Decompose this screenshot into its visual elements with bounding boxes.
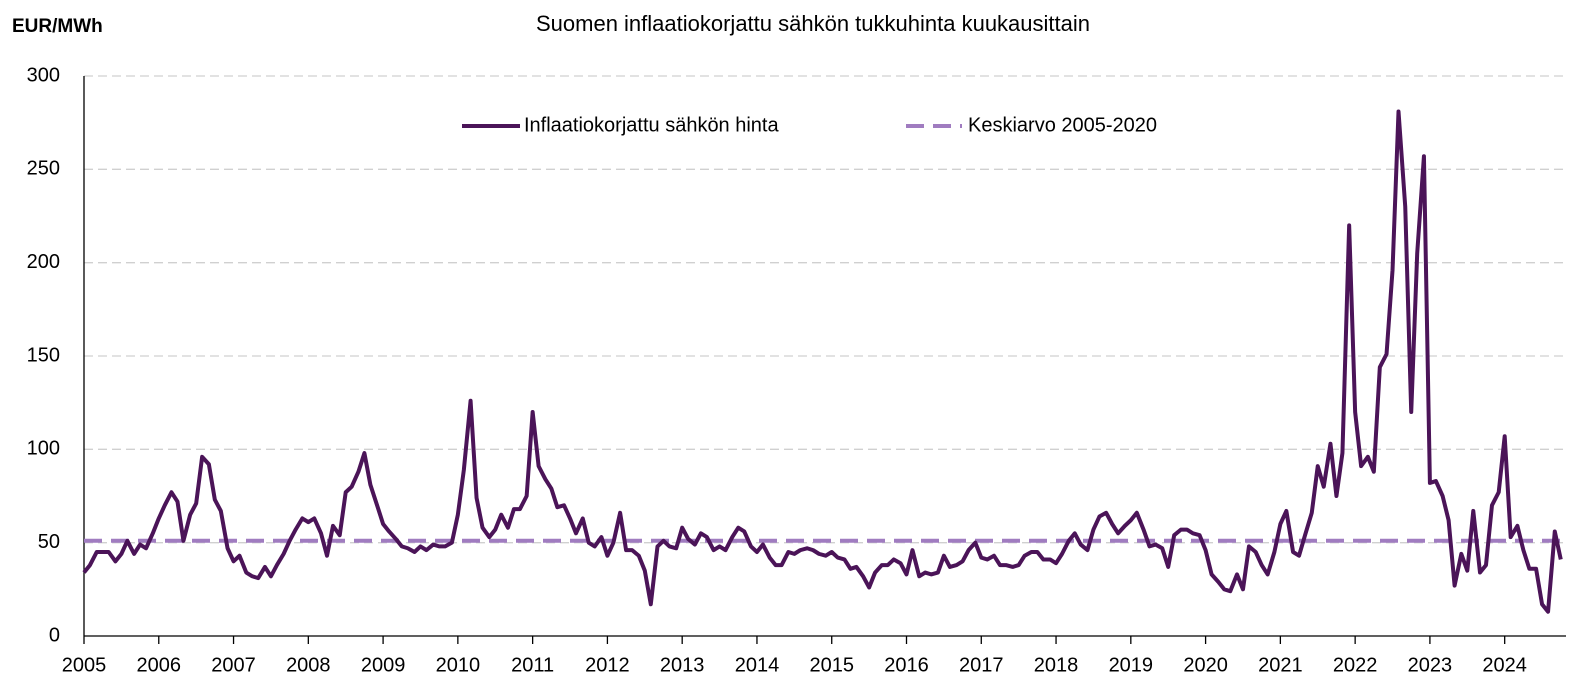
y-tick-label: 50 — [38, 531, 60, 553]
x-tick-label: 2020 — [1183, 654, 1228, 676]
x-tick-label: 2007 — [211, 654, 256, 676]
legend-label: Keskiarvo 2005-2020 — [968, 114, 1157, 136]
x-tick-label: 2016 — [884, 654, 929, 676]
y-tick-label: 250 — [27, 158, 60, 180]
x-tick-label: 2011 — [511, 654, 554, 676]
y-tick-label: 100 — [27, 438, 60, 460]
x-tick-label: 2014 — [735, 654, 780, 676]
x-tick-label: 2010 — [436, 654, 481, 676]
x-tick-label: 2012 — [585, 654, 630, 676]
y-tick-label: 150 — [27, 344, 60, 366]
x-tick-label: 2021 — [1258, 654, 1303, 676]
x-tick-label: 2005 — [62, 654, 107, 676]
legend-label: Inflaatiokorjattu sähkön hinta — [524, 114, 779, 136]
x-tick-label: 2024 — [1482, 654, 1527, 676]
x-tick-label: 2023 — [1408, 654, 1453, 676]
data-line — [82, 109, 1563, 614]
x-tick-label: 2018 — [1034, 654, 1079, 676]
x-tick-label: 2015 — [809, 654, 854, 676]
x-tick-label: 2008 — [286, 654, 331, 676]
x-tick-label: 2013 — [660, 654, 705, 676]
chart-title: Suomen inflaatiokorjattu sähkön tukkuhin… — [536, 11, 1090, 36]
x-tick-label: 2019 — [1109, 654, 1154, 676]
y-tick-label: 200 — [27, 251, 60, 273]
x-tick-label: 2006 — [137, 654, 182, 676]
y-tick-label: 0 — [49, 624, 60, 646]
y-axis-label: EUR/MWh — [12, 16, 103, 37]
x-tick-label: 2022 — [1333, 654, 1378, 676]
y-tick-label: 300 — [27, 64, 60, 86]
x-tick-label: 2009 — [361, 654, 406, 676]
x-tick-label: 2017 — [959, 654, 1004, 676]
